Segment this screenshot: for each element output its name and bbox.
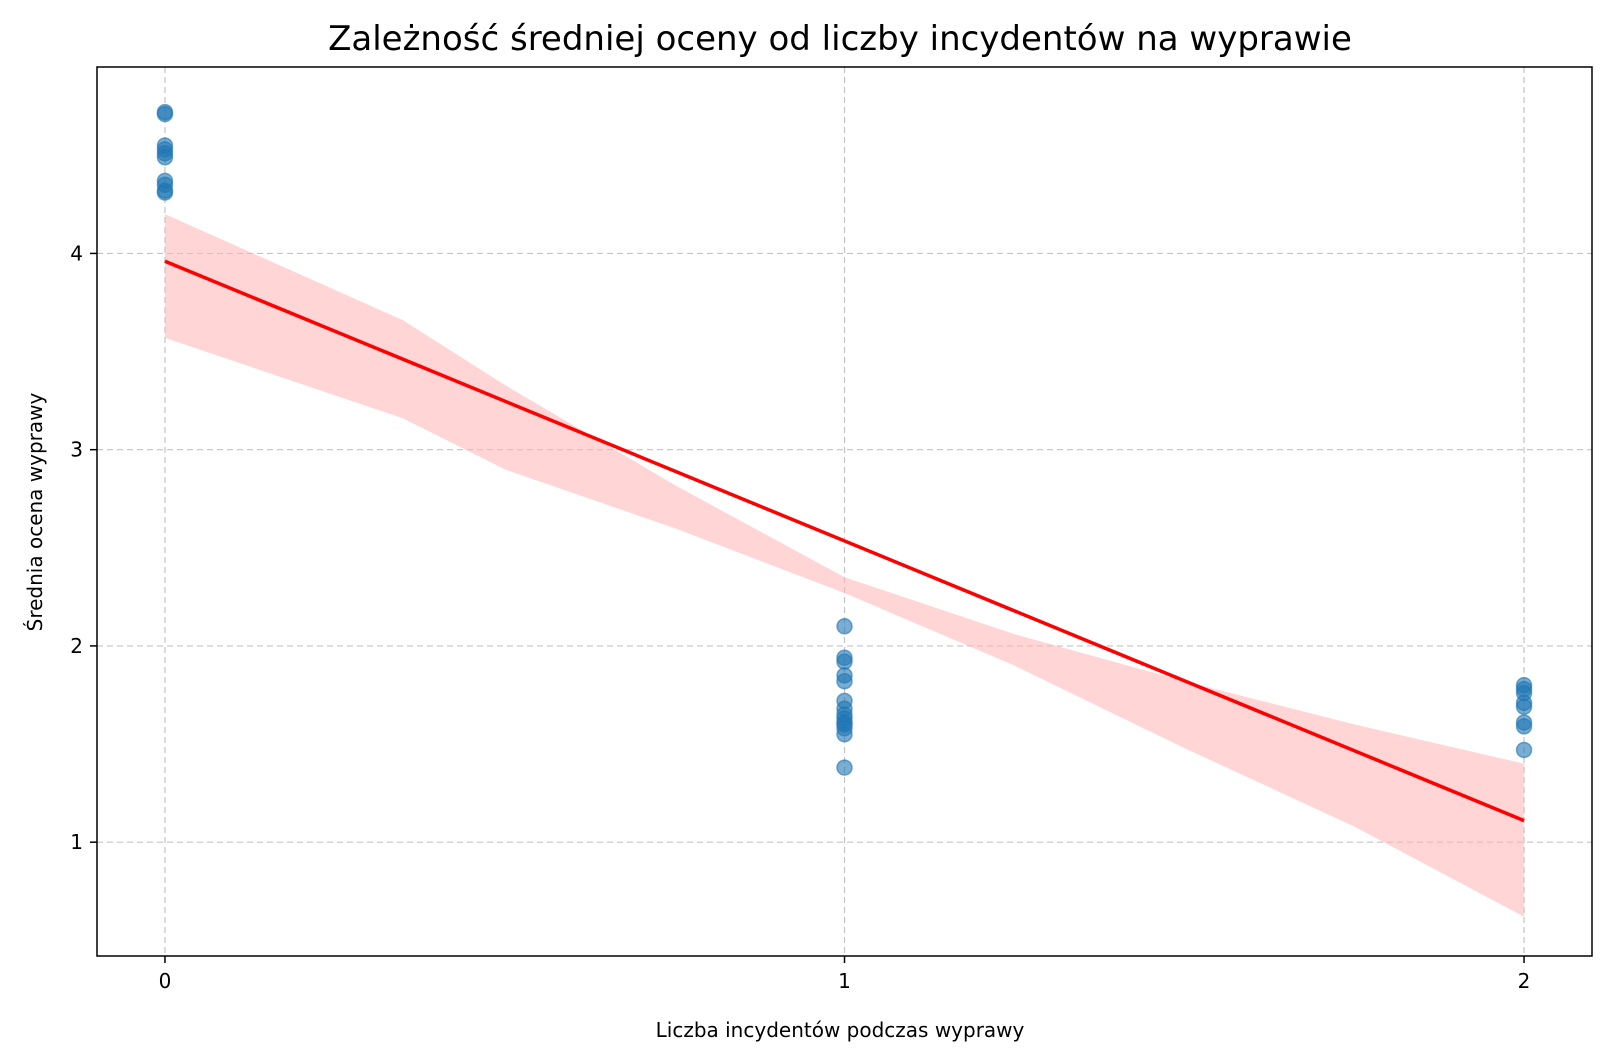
data-point	[1515, 698, 1533, 716]
data-point	[1515, 741, 1533, 759]
data-point	[156, 149, 174, 166]
y-axis-label: Średnia ocena wyprawy	[23, 392, 47, 631]
regression-line	[164, 259, 1525, 823]
regression-line-layer	[164, 259, 1525, 823]
x-tick-label: 2	[1518, 969, 1531, 993]
confidence-band-layer	[164, 214, 1525, 917]
data-point	[156, 105, 174, 123]
x-tick-label: 1	[838, 969, 851, 993]
axis-ticks: 0 1 2 1 2 3 4	[70, 241, 1530, 993]
y-tick-label: 2	[70, 634, 83, 658]
y-tick-label: 1	[70, 830, 83, 854]
x-axis-label: Liczba incydentów podczas wyprawy	[656, 1018, 1025, 1042]
data-point	[836, 725, 853, 743]
data-point	[836, 618, 853, 635]
data-point	[836, 759, 853, 776]
x-tick-label: 0	[159, 969, 172, 993]
y-tick-label: 3	[70, 438, 83, 462]
y-tick-label: 4	[70, 241, 83, 265]
chart-title: Zależność średniej oceny od liczby incyd…	[328, 19, 1352, 59]
data-point	[836, 653, 853, 670]
data-point	[836, 673, 853, 690]
confidence-band	[164, 214, 1525, 917]
data-point	[156, 184, 174, 201]
data-points-layer	[156, 103, 1533, 776]
data-point	[1515, 718, 1533, 735]
